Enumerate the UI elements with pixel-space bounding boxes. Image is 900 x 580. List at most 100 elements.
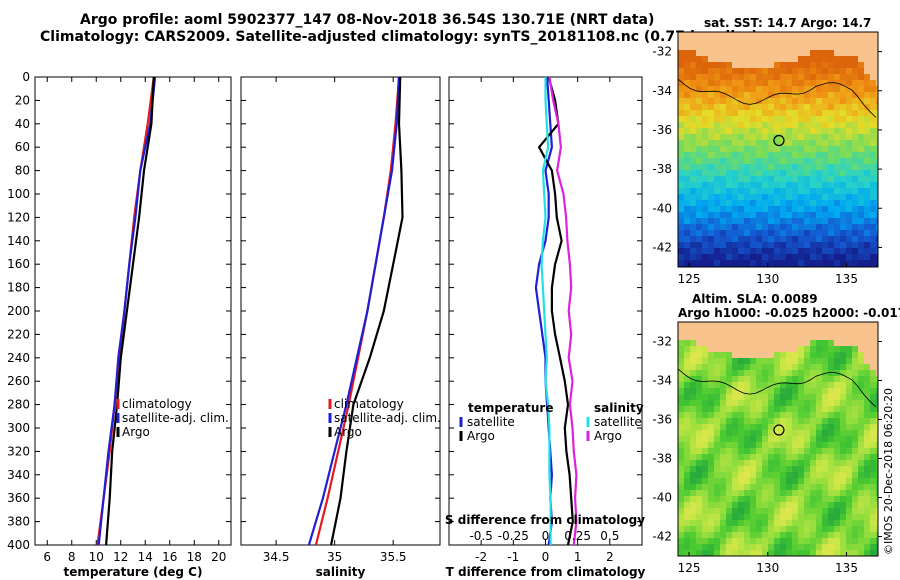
sla-map-title: Altim. SLA: 0.0089 (692, 292, 818, 306)
sla-map-ytick-label: -40 (652, 491, 672, 505)
depth-tick-label: 80 (15, 164, 30, 178)
sst-map-xtick-label: 125 (678, 272, 701, 286)
temperature-xtick-label: 12 (113, 550, 128, 564)
salinity-xlabel: salinity (316, 565, 366, 579)
salinity-xtick-label: 35 (327, 550, 342, 564)
temperature-xlabel: temperature (deg C) (64, 565, 203, 579)
temperature-legend-label: Argo (122, 425, 150, 439)
depth-tick-label: 200 (7, 304, 30, 318)
sla-map-xtick-label: 125 (678, 561, 701, 575)
sst-map-argo-marker (773, 134, 785, 147)
salinity-diff-tick-label: -0.5 (469, 529, 492, 543)
temperature-xtick-label: 18 (187, 550, 202, 564)
salinity-legend-label: Argo (334, 425, 362, 439)
temperature-legend-label: satellite-adj. clim. (122, 411, 229, 425)
difference-series-temperature-satellite (534, 76, 554, 546)
depth-tick-label: 120 (7, 210, 30, 224)
diff-legend-label: satellite (467, 415, 515, 429)
depth-tick-label: 400 (7, 538, 30, 552)
diff-legend-temperature-title: temperature (468, 401, 553, 415)
sst-map-ytick-label: -42 (652, 240, 672, 254)
sst-map-frame (677, 31, 879, 268)
diff-legend-salinity-title: salinity (594, 401, 644, 415)
sla-map-ytick-label: -34 (652, 374, 672, 388)
salinity-xtick-label: 35.5 (380, 550, 407, 564)
difference-xtick-label: -1 (507, 550, 519, 564)
temperature-xtick-label: 14 (138, 550, 153, 564)
depth-tick-label: 160 (7, 257, 30, 271)
difference-xtick-label: -2 (475, 550, 487, 564)
temperature-series-satellite-adj-clim- (97, 76, 157, 546)
sla-map-xtick-label: 130 (756, 561, 779, 575)
sla-map-xtick-label: 135 (835, 561, 858, 575)
sla-map-ytick-label: -38 (652, 452, 672, 466)
depth-tick-label: 60 (15, 140, 30, 154)
sst-map-ytick-label: -40 (652, 201, 672, 215)
temperature-xtick-label: 10 (89, 550, 104, 564)
depth-tick-label: 300 (7, 421, 30, 435)
depth-tick-label: 380 (7, 515, 30, 529)
depth-tick-label: 260 (7, 374, 30, 388)
salinity-diff-tick-label: 0.5 (600, 529, 619, 543)
difference-xtick-label: 0 (542, 550, 550, 564)
salinity-legend-label: climatology (334, 397, 404, 411)
imos-watermark: ©IMOS 20-Dec-2018 06:20:20 (882, 388, 895, 555)
salinity-series-satellite-adj-clim- (307, 76, 401, 546)
sla-map-contour (677, 368, 877, 408)
sst-map-ytick-label: -34 (652, 84, 672, 98)
sla-map-frame (677, 321, 879, 557)
sst-map-ytick-label: -32 (652, 45, 672, 59)
diff-legend-label: Argo (594, 429, 622, 443)
sla-map-ytick-label: -32 (652, 335, 672, 349)
depth-tick-label: 140 (7, 234, 30, 248)
temperature-xtick-label: 6 (43, 550, 51, 564)
sst-map-xtick-label: 130 (756, 272, 779, 286)
salinity-legend-label: satellite-adj. clim. (334, 411, 441, 425)
temperature-xtick-label: 20 (211, 550, 226, 564)
difference-series-temperature-argo (537, 76, 574, 546)
sst-map-grid (678, 32, 878, 267)
difference-frame (448, 76, 643, 546)
chart-title-line2: Climatology: CARS2009. Satellite-adjuste… (40, 29, 758, 45)
sla-map-subtitle: Argo h1000: -0.025 h2000: -0.017 (678, 306, 900, 320)
salinity-diff-tick-label: -0.25 (498, 529, 529, 543)
difference-xtick-label: 2 (606, 550, 614, 564)
salinity-frame (240, 76, 441, 546)
sla-map-ytick-label: -42 (652, 530, 672, 544)
depth-tick-label: 180 (7, 281, 30, 295)
depth-tick-label: 40 (15, 117, 30, 131)
sst-map-ytick-label: -38 (652, 162, 672, 176)
temperature-series-argo (105, 76, 155, 546)
depth-tick-label: 280 (7, 398, 30, 412)
sst-map-contour (677, 78, 877, 118)
temperature-xtick-label: 16 (162, 550, 177, 564)
sla-map-ytick-label: -36 (652, 413, 672, 427)
chart-title-line1: Argo profile: aoml 5902377_147 08-Nov-20… (80, 12, 655, 28)
depth-tick-label: 360 (7, 491, 30, 505)
salinity-diff-tick-label: 0 (542, 529, 550, 543)
salinity-xtick-label: 34.5 (263, 550, 290, 564)
temperature-frame (34, 76, 232, 546)
depth-tick-label: 240 (7, 351, 30, 365)
difference-series-salinity-argo (548, 76, 578, 546)
difference-series-salinity-satellite (540, 77, 552, 545)
depth-tick-label: 0 (22, 70, 30, 84)
salinity-diff-tick-label: 0.25 (564, 529, 591, 543)
depth-tick-label: 320 (7, 444, 30, 458)
sst-map-xtick-label: 135 (835, 272, 858, 286)
depth-tick-label: 340 (7, 468, 30, 482)
difference-xlabel-top: S difference from climatology (445, 513, 645, 527)
difference-xtick-label: 1 (574, 550, 582, 564)
salinity-series-argo (330, 76, 404, 546)
sla-map-argo-marker (773, 424, 785, 436)
depth-tick-label: 20 (15, 93, 30, 107)
sst-map-ytick-label: -36 (652, 123, 672, 137)
sla-map-grid (678, 322, 878, 556)
difference-xlabel: T difference from climatology (446, 565, 646, 579)
diff-legend-label: Argo (467, 429, 495, 443)
diff-legend-label: satellite (594, 415, 642, 429)
temperature-xtick-label: 8 (68, 550, 76, 564)
depth-tick-label: 100 (7, 187, 30, 201)
depth-tick-label: 220 (7, 327, 30, 341)
